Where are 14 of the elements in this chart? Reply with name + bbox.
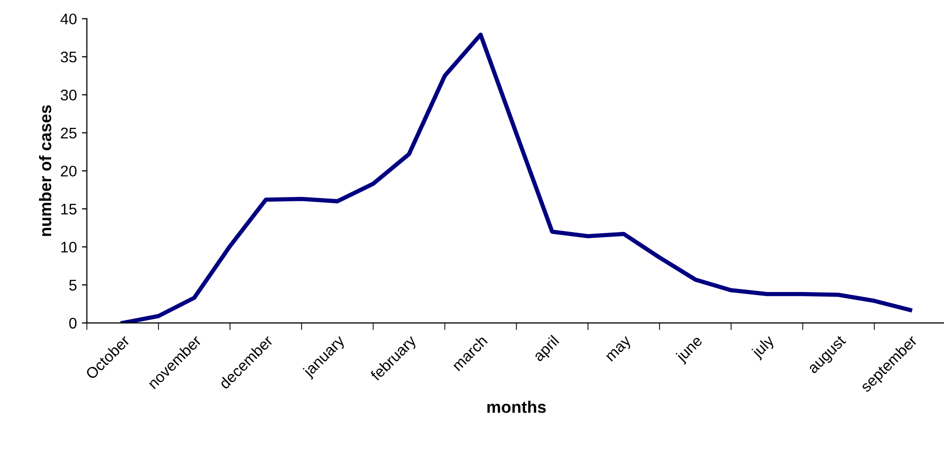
y-tick-label: 35 (60, 52, 76, 62)
y-tick-label: 20 (60, 166, 77, 177)
y-tick-label: 30 (60, 90, 77, 100)
x-tick-label: july (750, 334, 777, 361)
x-tick-label: may (606, 336, 634, 364)
y-tick-label: 25 (60, 128, 76, 138)
x-axis-title: months (487, 400, 546, 413)
y-tick-label: 5 (69, 280, 76, 291)
y-axis-title: number of cases (39, 105, 52, 236)
y-tick-label: 15 (61, 204, 76, 215)
y-tick-label: 40 (60, 14, 77, 24)
y-tick-label: 0 (69, 318, 77, 329)
line-series (120, 32, 912, 323)
y-tick-label: 10 (61, 242, 77, 253)
